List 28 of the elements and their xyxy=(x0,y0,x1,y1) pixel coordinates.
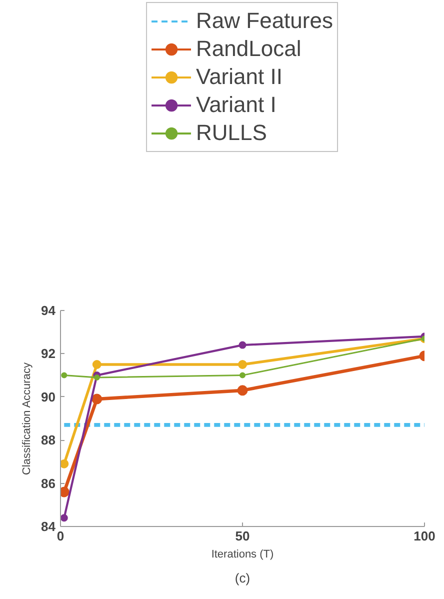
legend-label: Raw Features xyxy=(196,7,333,35)
y-tick-label: 86 xyxy=(41,476,56,491)
y-tick-label: 84 xyxy=(41,519,56,534)
point xyxy=(60,514,68,522)
y-tick-label: 94 xyxy=(41,303,56,318)
legend-label: RandLocal xyxy=(196,35,302,63)
y-tick-label: 88 xyxy=(41,432,56,448)
point xyxy=(237,385,248,396)
y-tick-label: 92 xyxy=(41,346,56,362)
legend-label: Variant II xyxy=(196,63,282,91)
x-tick-label: 0 xyxy=(56,528,64,544)
point xyxy=(92,394,102,404)
point xyxy=(240,372,246,378)
text: (c) xyxy=(234,570,250,586)
x-axis-title: Iterations (T) xyxy=(211,548,274,560)
legend-label: Variant I xyxy=(196,91,276,119)
point xyxy=(60,459,69,468)
point xyxy=(94,374,100,380)
y-axis-title: Classification Accuracy xyxy=(21,362,34,476)
legend-label: RULLS xyxy=(196,119,267,147)
point xyxy=(238,360,247,369)
point xyxy=(238,341,246,349)
y-tick-label: 90 xyxy=(41,389,56,404)
x-tick-label: 100 xyxy=(414,528,436,544)
x-tick-label: 50 xyxy=(235,528,250,544)
point xyxy=(92,360,102,369)
point xyxy=(61,372,68,378)
point xyxy=(60,486,70,498)
